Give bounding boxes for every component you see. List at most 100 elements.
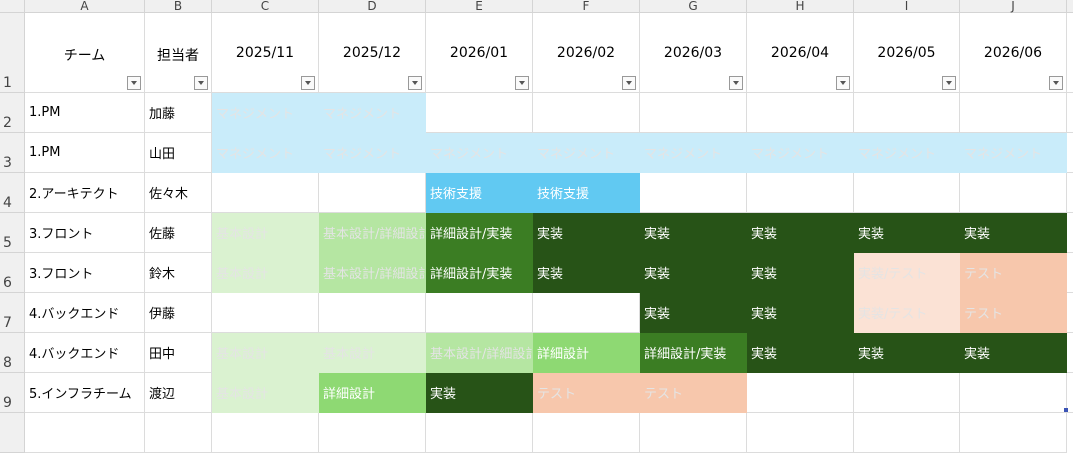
empty-cell[interactable] [747, 413, 854, 453]
schedule-cell[interactable]: テスト [960, 293, 1067, 333]
header-cell[interactable]: 2025/12 [319, 13, 426, 93]
empty-cell[interactable] [1067, 173, 1073, 213]
empty-cell[interactable] [1067, 333, 1073, 373]
schedule-cell[interactable]: テスト [640, 373, 747, 413]
empty-cell[interactable] [640, 413, 747, 453]
schedule-cell[interactable] [960, 373, 1067, 413]
owner-cell[interactable]: 田中 [145, 333, 212, 373]
schedule-cell[interactable]: 実装 [533, 213, 640, 253]
schedule-cell[interactable]: 基本設計 [212, 253, 319, 293]
header-cell[interactable]: 2026/01 [426, 13, 533, 93]
schedule-cell[interactable] [747, 173, 854, 213]
column-header-E[interactable]: E [426, 0, 533, 13]
schedule-cell[interactable] [747, 373, 854, 413]
schedule-cell[interactable] [533, 293, 640, 333]
schedule-cell[interactable]: マネジメント [212, 133, 319, 173]
column-header-A[interactable]: A [25, 0, 145, 13]
filter-dropdown-button[interactable] [408, 76, 422, 90]
team-cell[interactable]: 2.アーキテクト [25, 173, 145, 213]
schedule-cell[interactable] [212, 173, 319, 213]
column-header-B[interactable]: B [145, 0, 212, 13]
schedule-cell[interactable]: 詳細設計 [533, 333, 640, 373]
schedule-cell[interactable] [854, 93, 960, 133]
schedule-cell[interactable]: 技術支援 [533, 173, 640, 213]
row-header-9[interactable]: 9 [0, 373, 25, 413]
header-cell[interactable]: チーム [25, 13, 145, 93]
schedule-cell[interactable]: 基本設計/詳細設計 [426, 333, 533, 373]
schedule-cell[interactable] [747, 93, 854, 133]
schedule-cell[interactable]: 実装 [426, 373, 533, 413]
empty-cell[interactable] [1067, 13, 1073, 93]
column-header-G[interactable]: G [640, 0, 747, 13]
fill-handle[interactable] [1064, 408, 1068, 412]
header-cell[interactable]: 2026/04 [747, 13, 854, 93]
schedule-cell[interactable]: 実装 [960, 213, 1067, 253]
empty-cell[interactable] [1067, 93, 1073, 133]
header-cell[interactable]: 2025/11 [212, 13, 319, 93]
schedule-cell[interactable] [533, 93, 640, 133]
schedule-cell[interactable] [960, 93, 1067, 133]
header-cell[interactable]: 2026/06 [960, 13, 1067, 93]
schedule-cell[interactable] [640, 173, 747, 213]
empty-cell[interactable] [212, 413, 319, 453]
schedule-cell[interactable]: 実装 [747, 213, 854, 253]
team-cell[interactable]: 3.フロント [25, 253, 145, 293]
schedule-cell[interactable] [319, 293, 426, 333]
team-cell[interactable]: 1.PM [25, 93, 145, 133]
schedule-cell[interactable] [640, 93, 747, 133]
filter-dropdown-button[interactable] [942, 76, 956, 90]
column-header-C[interactable]: C [212, 0, 319, 13]
column-header-I[interactable]: I [854, 0, 960, 13]
team-cell[interactable]: 1.PM [25, 133, 145, 173]
schedule-cell[interactable]: 基本設計/詳細設計 [319, 213, 426, 253]
header-cell[interactable]: 担当者 [145, 13, 212, 93]
empty-cell[interactable] [1067, 293, 1073, 333]
schedule-cell[interactable]: 詳細設計 [319, 373, 426, 413]
schedule-cell[interactable]: 実装/テスト [854, 253, 960, 293]
empty-cell[interactable] [1067, 253, 1073, 293]
select-all-corner[interactable] [0, 0, 25, 13]
schedule-cell[interactable]: 実装 [747, 333, 854, 373]
filter-dropdown-button[interactable] [729, 76, 743, 90]
schedule-cell[interactable]: テスト [960, 253, 1067, 293]
schedule-cell[interactable]: マネジメント [319, 93, 426, 133]
team-cell[interactable]: 3.フロント [25, 213, 145, 253]
schedule-cell[interactable]: マネジメント [426, 133, 533, 173]
empty-cell[interactable] [145, 413, 212, 453]
schedule-cell[interactable] [319, 173, 426, 213]
schedule-cell[interactable]: マネジメント [747, 133, 854, 173]
owner-cell[interactable]: 佐々木 [145, 173, 212, 213]
schedule-cell[interactable]: 詳細設計/実装 [426, 213, 533, 253]
row-header-2[interactable]: 2 [0, 93, 25, 133]
schedule-cell[interactable] [960, 173, 1067, 213]
owner-cell[interactable]: 伊藤 [145, 293, 212, 333]
filter-dropdown-button[interactable] [515, 76, 529, 90]
filter-dropdown-button[interactable] [301, 76, 315, 90]
schedule-cell[interactable]: テスト [533, 373, 640, 413]
row-header-5[interactable]: 5 [0, 213, 25, 253]
row-header-3[interactable]: 3 [0, 133, 25, 173]
empty-cell[interactable] [1067, 133, 1073, 173]
schedule-cell[interactable]: マネジメント [960, 133, 1067, 173]
row-header-8[interactable]: 8 [0, 333, 25, 373]
owner-cell[interactable]: 渡辺 [145, 373, 212, 413]
schedule-cell[interactable]: 実装 [640, 293, 747, 333]
column-header-D[interactable]: D [319, 0, 426, 13]
filter-dropdown-button[interactable] [194, 76, 208, 90]
row-header-4[interactable]: 4 [0, 173, 25, 213]
column-header-F[interactable]: F [533, 0, 640, 13]
schedule-cell[interactable]: 実装 [747, 293, 854, 333]
row-header-10[interactable] [0, 413, 25, 453]
schedule-cell[interactable]: 基本設計/詳細設計 [319, 253, 426, 293]
header-cell[interactable]: 2026/03 [640, 13, 747, 93]
schedule-cell[interactable]: 実装 [640, 253, 747, 293]
header-cell[interactable]: 2026/05 [854, 13, 960, 93]
team-cell[interactable]: 4.バックエンド [25, 333, 145, 373]
schedule-cell[interactable]: 実装 [533, 253, 640, 293]
schedule-cell[interactable]: 実装 [747, 253, 854, 293]
empty-cell[interactable] [960, 413, 1067, 453]
row-header-7[interactable]: 7 [0, 293, 25, 333]
column-header-J[interactable]: J [960, 0, 1067, 13]
schedule-cell[interactable]: 基本設計 [212, 213, 319, 253]
header-cell[interactable]: 2026/02 [533, 13, 640, 93]
